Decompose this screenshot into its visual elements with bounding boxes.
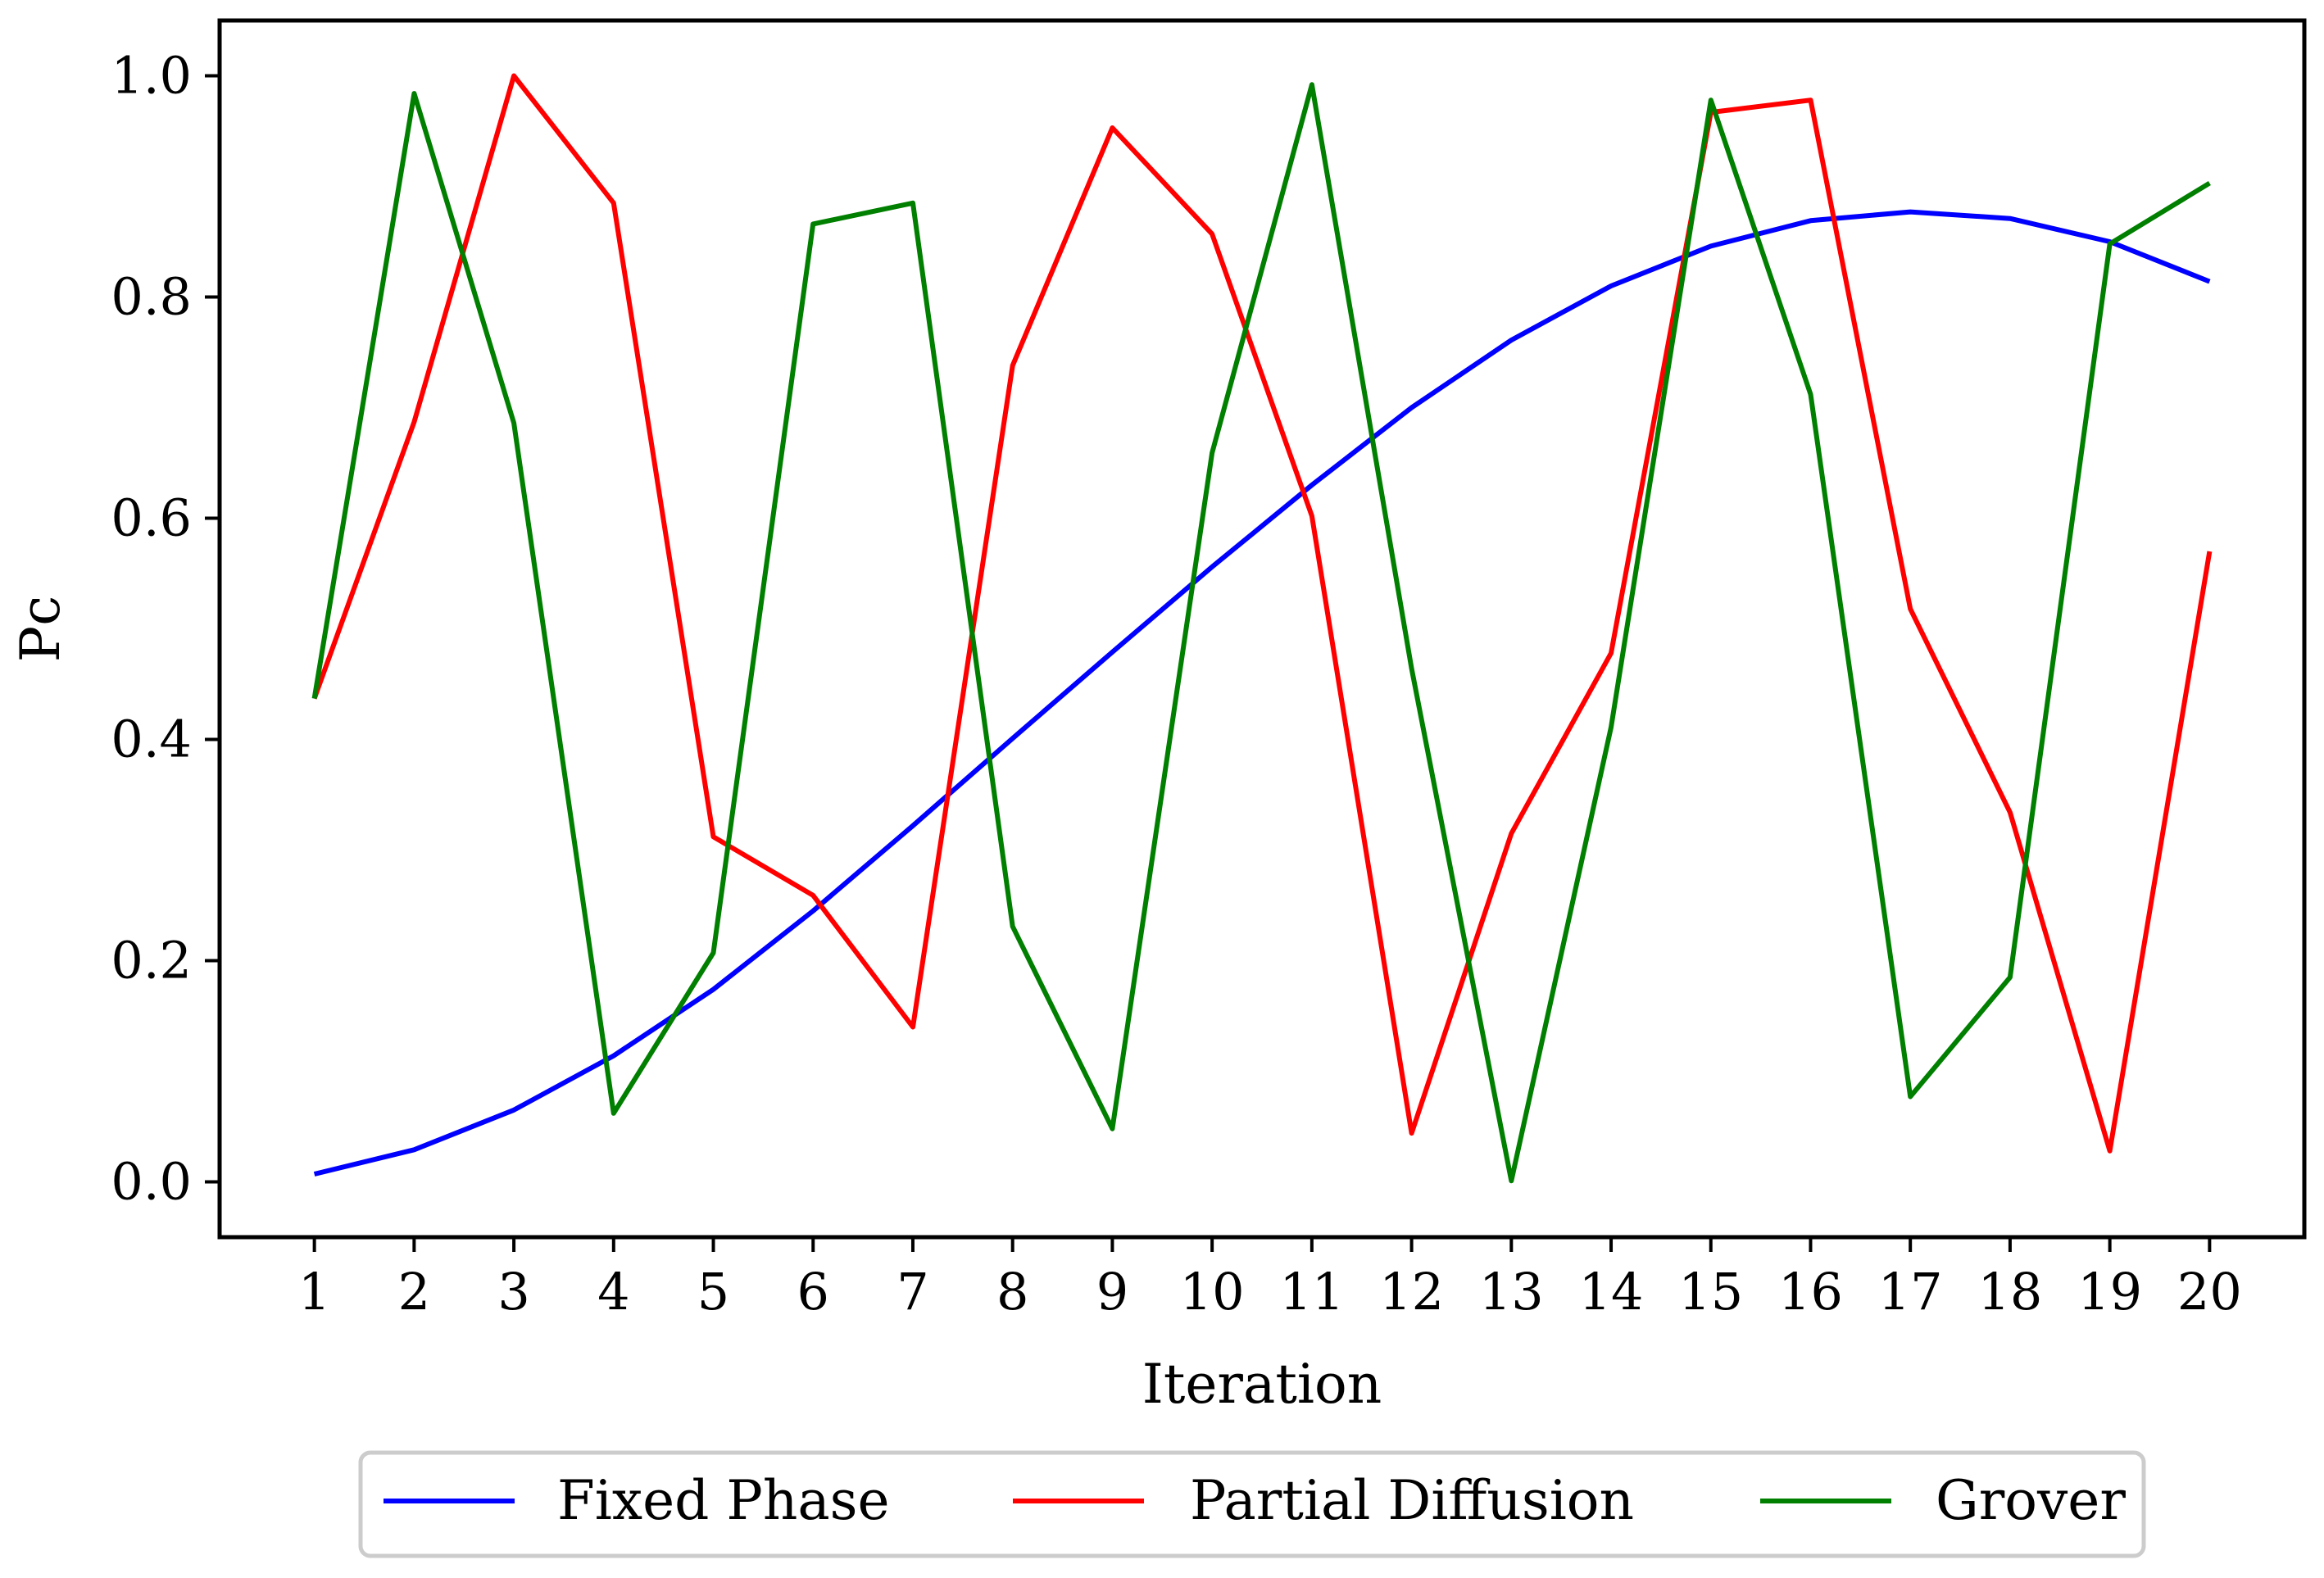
x-tick-label: 19 — [2077, 1262, 2142, 1322]
legend: Fixed Phase Partial Diffusion Grover — [358, 1450, 2146, 1558]
x-tick-label: 12 — [1379, 1262, 1444, 1322]
legend-label: Fixed Phase — [557, 1469, 890, 1532]
y-tick-label: 0.8 — [111, 267, 192, 327]
x-tick-label: 5 — [697, 1262, 729, 1322]
series-line-grover — [311, 82, 2211, 1184]
x-tick-label: 20 — [2177, 1262, 2242, 1322]
x-tick-label: 7 — [896, 1262, 928, 1322]
legend-label: Grover — [1936, 1469, 2126, 1532]
y-axis-label: Pc — [9, 596, 72, 662]
y-tick-label: 0.2 — [111, 931, 192, 991]
y-tick-label: 0.0 — [111, 1152, 192, 1212]
y-tick-label: 0.6 — [111, 488, 192, 548]
x-tick-label: 1 — [298, 1262, 330, 1322]
series-lines — [311, 73, 2213, 1184]
x-axis: 1 2 3 4 5 6 7 8 9 10 11 12 13 14 15 16 17 18 19 20 — [298, 1237, 2242, 1322]
y-axis: 0.0 0.2 0.4 0.6 0.8 1.0 — [111, 46, 220, 1212]
x-tick-label: 11 — [1279, 1262, 1344, 1322]
x-tick-label: 8 — [996, 1262, 1028, 1322]
x-tick-label: 4 — [597, 1262, 629, 1322]
x-axis-label: Iteration — [1142, 1353, 1382, 1416]
x-tick-label: 17 — [1878, 1262, 1943, 1322]
x-tick-label: 14 — [1579, 1262, 1644, 1322]
series-line-partial-diffusion — [311, 73, 2213, 1154]
x-tick-label: 9 — [1096, 1262, 1128, 1322]
x-tick-label: 6 — [797, 1262, 829, 1322]
y-tick-label: 0.4 — [111, 710, 192, 769]
x-tick-label: 16 — [1778, 1262, 1843, 1322]
x-tick-label: 13 — [1479, 1262, 1544, 1322]
series-line-fixed-phase — [313, 209, 2211, 1177]
legend-box — [358, 1450, 2146, 1558]
x-tick-label: 15 — [1678, 1262, 1743, 1322]
x-tick-label: 2 — [398, 1262, 430, 1322]
x-tick-label: 10 — [1180, 1262, 1245, 1322]
x-tick-label: 18 — [1977, 1262, 2042, 1322]
plot-area — [217, 18, 2307, 1240]
x-tick-label: 3 — [497, 1262, 529, 1322]
y-tick-label: 1.0 — [111, 46, 192, 106]
legend-label: Partial Diffusion — [1190, 1469, 1634, 1532]
